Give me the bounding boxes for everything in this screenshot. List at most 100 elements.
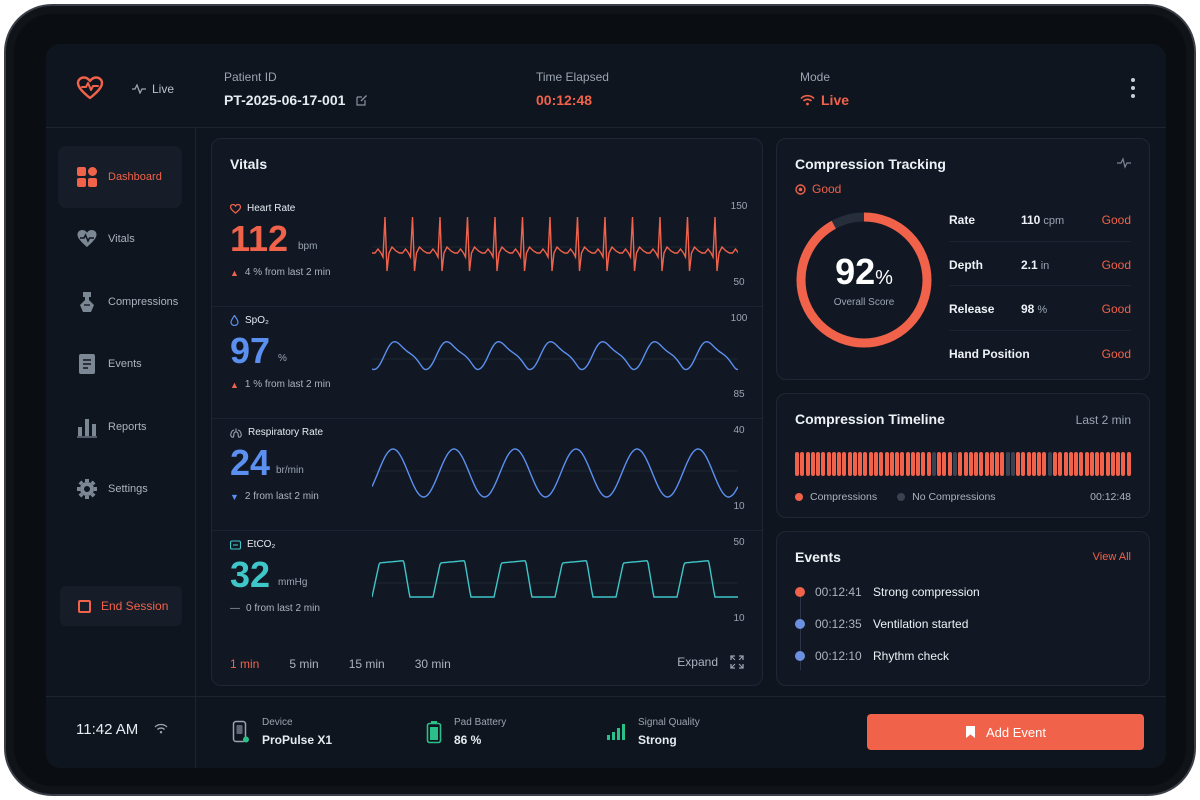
edit-icon[interactable] — [355, 94, 368, 107]
etco2-unit: mmHg — [278, 577, 308, 588]
vitals-panel: Vitals Heart Rate 112 bpm ▲ 4 % from las… — [211, 138, 763, 686]
events-panel: Events View All 00:12:41 Strong compress… — [776, 531, 1150, 686]
compression-bar — [816, 452, 821, 476]
no-compression-bar — [1010, 452, 1015, 476]
range-15min[interactable]: 15 min — [348, 657, 385, 671]
more-options-icon[interactable] — [1130, 78, 1136, 98]
sidebar-item-label: Events — [108, 358, 142, 370]
compression-bar — [1095, 452, 1100, 476]
compression-bar — [1121, 452, 1126, 476]
metric-rate: Rate 110 cpm Good — [949, 197, 1131, 242]
drop-icon — [230, 315, 239, 326]
compression-bar — [1105, 452, 1110, 476]
compression-bar — [1063, 452, 1068, 476]
heart-rate-value: 112 — [230, 218, 289, 259]
no-compression-bar — [1047, 452, 1052, 476]
compression-bar — [900, 452, 905, 476]
compression-bar — [1068, 452, 1073, 476]
heart-rate-unit: bpm — [298, 241, 318, 252]
compression-bar — [921, 452, 926, 476]
event-item[interactable]: 00:12:41 Strong compression — [795, 585, 980, 599]
heart-icon — [230, 203, 241, 214]
compression-bar — [1058, 452, 1063, 476]
compression-timeline-panel: Compression Timeline Last 2 min Compress… — [776, 393, 1150, 518]
bookmark-icon — [966, 726, 975, 738]
compression-bar — [1026, 452, 1031, 476]
pulse-icon — [132, 84, 146, 94]
compression-bar — [852, 452, 857, 476]
compression-bar — [989, 452, 994, 476]
battery-label: Pad Battery — [454, 717, 507, 728]
sidebar-item-label: Dashboard — [108, 171, 162, 183]
score-label: Overall Score — [833, 297, 895, 308]
timeline-legend: Compressions No Compressions — [795, 491, 996, 503]
event-timeline-line — [800, 592, 801, 670]
compression-tracking-title: Compression Tracking — [795, 156, 946, 172]
score-gauge — [796, 212, 932, 348]
compression-bar — [847, 452, 852, 476]
mode-label: Mode — [800, 70, 831, 84]
view-all-link[interactable]: View All — [1092, 551, 1131, 563]
range-5min[interactable]: 5 min — [289, 657, 319, 671]
etco2-value: 32 — [230, 554, 271, 595]
event-item[interactable]: 00:12:35 Ventilation started — [795, 617, 968, 631]
trend-up-icon: ▲ — [230, 379, 239, 390]
compression-bar — [1126, 452, 1131, 476]
respiratory-row: Respiratory Rate 24 br/min ▼ 2 from last… — [212, 419, 762, 531]
signal-icon — [607, 724, 625, 740]
end-session-button[interactable]: End Session — [60, 586, 182, 626]
range-30min[interactable]: 30 min — [414, 657, 451, 671]
compression-bar — [1031, 452, 1036, 476]
compression-bar — [826, 452, 831, 476]
trend-icon[interactable] — [1117, 157, 1131, 169]
clock-area: 11:42 AM — [46, 697, 196, 768]
sidebar-item-settings[interactable]: Settings — [58, 458, 182, 520]
compression-bar — [858, 452, 863, 476]
expand-button[interactable]: Expand — [677, 655, 744, 669]
lungs-icon — [230, 428, 242, 438]
score-gauge-arc — [796, 212, 932, 348]
compression-bar — [910, 452, 915, 476]
sidebar-item-dashboard[interactable]: Dashboard — [58, 146, 182, 208]
trend-up-icon: ▲ — [230, 267, 239, 278]
respiratory-change: 2 from last 2 min — [244, 491, 319, 502]
spo2-unit: % — [278, 353, 287, 364]
compression-bar — [974, 452, 979, 476]
compression-bar — [916, 452, 921, 476]
dashboard-icon — [77, 167, 97, 187]
compression-bar — [979, 452, 984, 476]
mode-block: Mode Live — [800, 70, 849, 108]
sidebar-item-vitals[interactable]: Vitals — [58, 208, 182, 270]
compression-bar — [1042, 452, 1047, 476]
top-bar: Live Patient ID PT-2025-06-17-001 Time E… — [46, 44, 1166, 128]
sidebar-item-events[interactable]: Events — [58, 333, 182, 395]
etco2-name: EtCO₂ — [247, 539, 276, 550]
compression-bar — [868, 452, 873, 476]
compression-bar — [1053, 452, 1058, 476]
compression-bar — [1000, 452, 1005, 476]
patient-id-block: Patient ID PT-2025-06-17-001 — [224, 70, 368, 108]
spo2-row: SpO₂ 97 % ▲ 1 % from last 2 min 100 85 — [212, 307, 762, 419]
compression-bar — [1110, 452, 1115, 476]
sidebar-item-compressions[interactable]: Compressions — [58, 271, 182, 333]
etco2-min: 10 — [733, 613, 745, 624]
gear-icon — [77, 479, 97, 499]
compression-bar — [879, 452, 884, 476]
end-session-label: End Session — [101, 599, 169, 613]
heart-rate-min: 50 — [733, 277, 745, 288]
range-1min[interactable]: 1 min — [230, 657, 260, 671]
timeline-range: Last 2 min — [1075, 413, 1131, 427]
sidebar-item-label: Compressions — [108, 296, 179, 308]
legend-compressions: Compressions — [795, 491, 877, 503]
add-event-button[interactable]: Add Event — [867, 714, 1144, 750]
metric-depth: Depth 2.1 in Good — [949, 242, 1131, 286]
score-value: 92% — [835, 251, 893, 292]
battery-status: Pad Battery 86 % — [426, 717, 506, 747]
sidebar-item-reports[interactable]: Reports — [58, 396, 182, 458]
compression-bar — [800, 452, 805, 476]
vitals-title: Vitals — [230, 156, 268, 172]
compression-bar — [926, 452, 931, 476]
compression-bar — [889, 452, 894, 476]
event-item[interactable]: 00:12:10 Rhythm check — [795, 649, 949, 663]
add-event-label: Add Event — [986, 724, 1046, 740]
